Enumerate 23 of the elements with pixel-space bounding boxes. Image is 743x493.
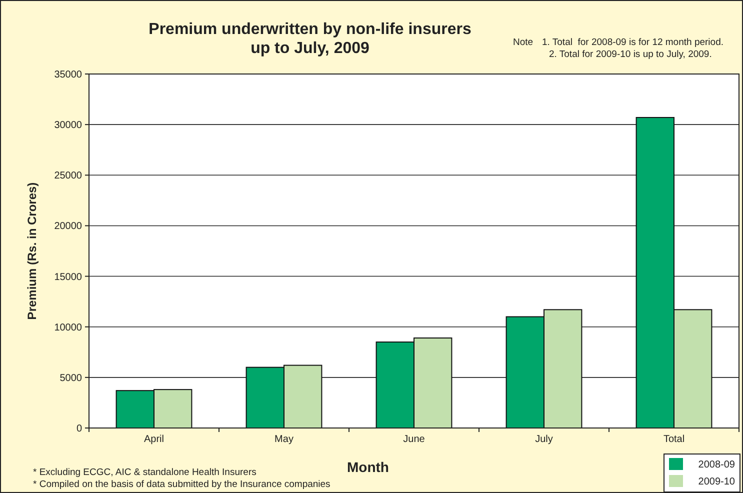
- x-tick-label: June: [403, 434, 426, 445]
- x-tick-label: May: [274, 434, 294, 445]
- x-tick-label: Total: [663, 434, 685, 445]
- y-tick-label: 35000: [54, 70, 82, 80]
- y-tick-label: 10000: [54, 322, 82, 334]
- y-axis-title: Premium (Rs. in Crores): [25, 182, 39, 320]
- text: Note: [513, 37, 534, 48]
- text: 1. Total for 2008-09 is for 12 month period.: [542, 37, 724, 48]
- x-tick-label: April: [144, 434, 164, 445]
- legend-label: 2009-10: [698, 476, 736, 488]
- y-tick-label: 0: [76, 424, 82, 434]
- x-tick-label: July: [535, 434, 553, 445]
- text: 2. Total for 2009-10 is up to July, 2009.: [549, 49, 712, 60]
- legend-label: 2008-09: [698, 460, 736, 470]
- y-tick-label: 25000: [54, 170, 82, 182]
- text: * Compiled on the basis of data submitted by the Insurance companies: [33, 479, 331, 490]
- y-tick-label: 5000: [60, 372, 82, 384]
- y-tick-label: 20000: [54, 221, 82, 232]
- y-tick-label: 30000: [54, 120, 82, 132]
- text: * Excluding ECGC, AIC & standalone Health Insurers: [33, 467, 257, 478]
- x-axis-title: Month: [347, 459, 389, 475]
- y-tick-label: 15000: [54, 272, 82, 283]
- chart-title: Premium underwritten by non-life insurers up to July, 2009: [148, 21, 472, 57]
